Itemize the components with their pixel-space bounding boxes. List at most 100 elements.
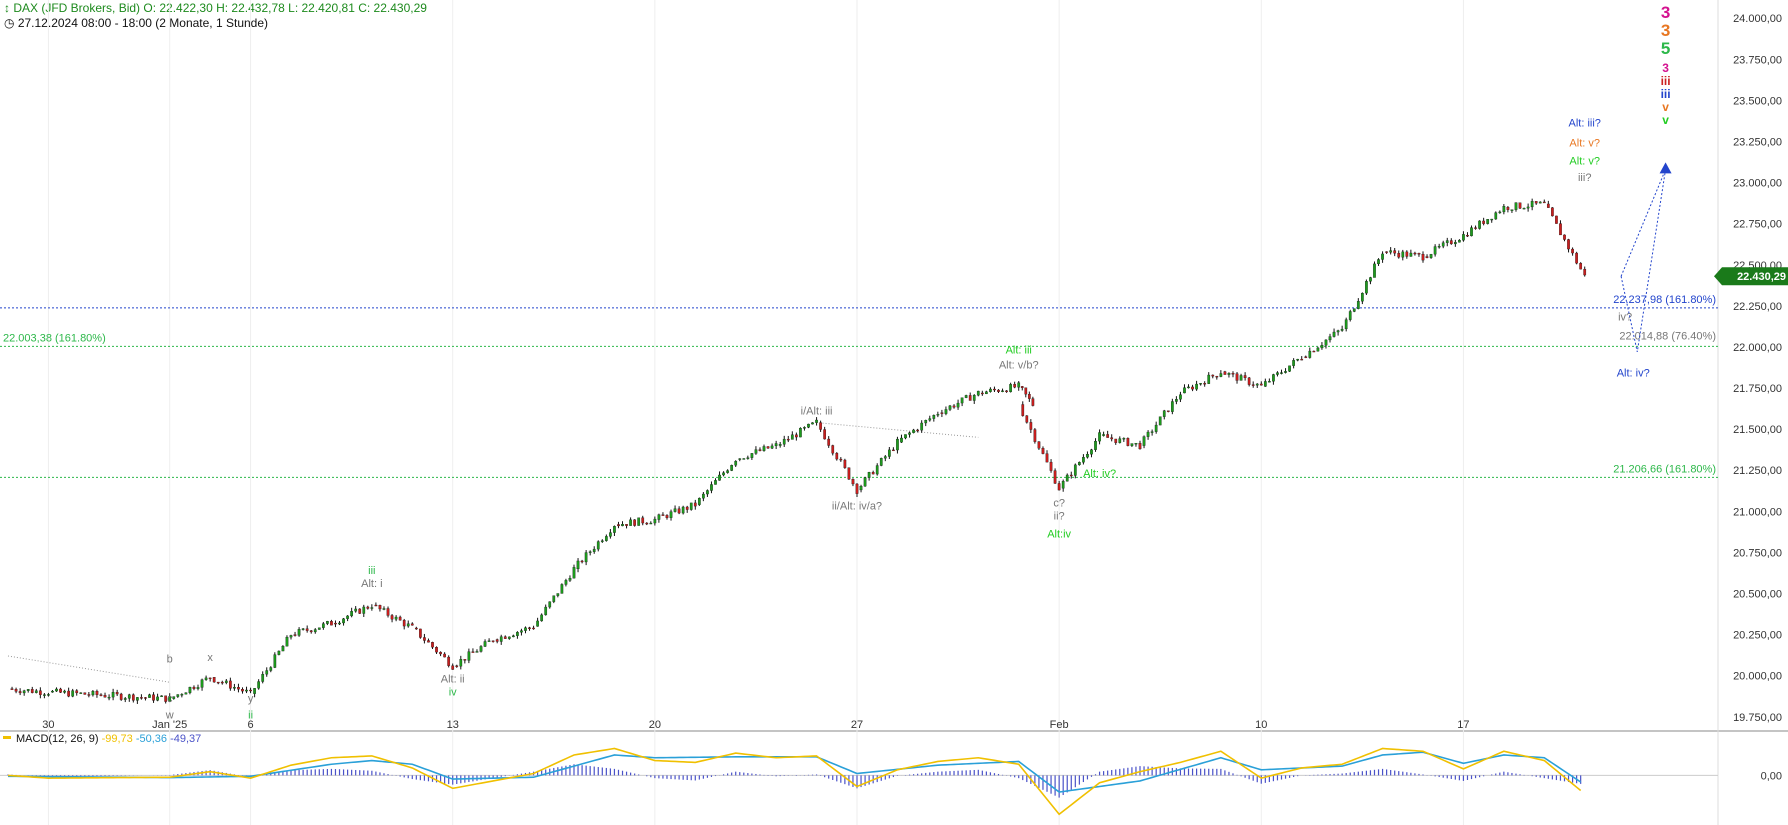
candle-body — [1445, 240, 1449, 243]
macd-histogram-bar — [1062, 775, 1064, 796]
macd-histogram-bar — [989, 772, 992, 776]
candle-body — [1102, 434, 1105, 436]
macd-histogram-bar — [379, 772, 381, 776]
wave-label: c — [167, 693, 173, 705]
fib-label: 22.014,88 (76.40%) — [1619, 331, 1716, 343]
candle-body — [786, 438, 790, 441]
candle-body — [960, 397, 964, 404]
y-tick-label: 20.250,00 — [1733, 630, 1782, 642]
candle-body — [1195, 383, 1198, 390]
candle-body — [1559, 223, 1562, 236]
candle-body — [261, 674, 265, 682]
macd-histogram-bar — [1551, 775, 1553, 780]
macd-histogram-bar — [1090, 775, 1093, 777]
candle-body — [1344, 319, 1348, 330]
candle-body — [212, 677, 216, 683]
macd-histogram-bar — [181, 773, 183, 776]
macd-histogram-bar — [1454, 775, 1456, 780]
candle-body — [564, 580, 568, 585]
candle-body — [807, 423, 810, 428]
macd-histogram-bar — [1406, 772, 1408, 776]
candle-body — [916, 429, 919, 432]
wave-label: w — [165, 709, 174, 721]
candle-body — [1348, 311, 1352, 320]
candle-body — [1227, 373, 1231, 375]
macd-histogram-bar — [1155, 767, 1157, 776]
y-tick-label: 21.000,00 — [1733, 506, 1782, 518]
candle-body — [229, 680, 232, 689]
candle-body — [847, 467, 851, 480]
macd-histogram-bar — [852, 775, 854, 787]
candle-body — [1020, 386, 1024, 388]
macd-histogram-bar — [747, 773, 749, 776]
macd-histogram-bar — [1386, 769, 1388, 776]
candle-body — [641, 517, 645, 524]
macd-histogram-bar — [290, 770, 292, 776]
macd-histogram-bar — [621, 770, 624, 776]
candle-body — [596, 541, 600, 550]
candle-body — [366, 606, 370, 609]
candle-body — [95, 691, 99, 695]
candle-body — [730, 465, 734, 471]
candle-body — [827, 438, 831, 446]
wave-label: Alt: iii? — [1569, 118, 1601, 130]
candle-body — [1082, 457, 1085, 463]
candle-body — [851, 479, 855, 485]
candle-body — [1187, 386, 1190, 389]
candle-body — [1175, 399, 1178, 402]
macd-legend: MACD(12, 26, 9) -99,73 -50,36 -49,37 — [3, 733, 201, 745]
candle-body — [710, 484, 713, 491]
y-tick-label: 22.750,00 — [1733, 219, 1782, 231]
candle-body — [1272, 374, 1275, 382]
candle-body — [467, 651, 471, 661]
macd-histogram-bar — [929, 772, 931, 776]
candle-body — [989, 388, 992, 392]
candle-body — [726, 470, 729, 473]
macd-histogram-bar — [1414, 773, 1416, 776]
macd-histogram-bar — [100, 775, 102, 777]
candle-body — [1041, 448, 1045, 454]
macd-histogram-bar — [743, 772, 745, 776]
macd-histogram-bar — [1402, 771, 1404, 776]
macd-histogram-bar — [1147, 766, 1149, 776]
macd-histogram-bar — [1474, 775, 1477, 779]
macd-histogram-bar — [367, 770, 369, 776]
macd-histogram-bar — [80, 775, 82, 777]
candle-body — [1284, 371, 1287, 373]
candle-body — [111, 692, 115, 698]
macd-histogram-bar — [908, 774, 911, 776]
macd-histogram-bar — [177, 774, 179, 776]
candle-body — [1413, 252, 1417, 255]
macd-histogram-bar — [1244, 775, 1246, 778]
projection-target-marker — [1659, 162, 1672, 174]
macd-histogram-bar — [577, 764, 579, 776]
macd-histogram-bar — [686, 775, 688, 780]
macd-pane: 0,00 MACD(12, 26, 9) -99,73 -50,36 -49,37 — [0, 733, 1782, 816]
macd-histogram-bar — [561, 766, 563, 776]
macd-histogram-bar — [722, 774, 725, 776]
macd-histogram-bar — [1345, 773, 1347, 776]
macd-histogram-bar — [1515, 773, 1517, 776]
macd-histogram-bar — [565, 765, 567, 776]
macd-histogram-bar — [435, 775, 438, 783]
candle-body — [774, 443, 778, 447]
candle-body — [144, 697, 147, 699]
candle-body — [556, 593, 560, 596]
candle-body — [402, 620, 406, 627]
candle-body — [552, 595, 556, 602]
candle-body — [1106, 434, 1110, 438]
macd-histogram-bar — [1543, 775, 1545, 779]
candle-body — [87, 694, 91, 696]
macd-histogram-bar — [840, 775, 842, 783]
macd-histogram-bar — [444, 775, 446, 784]
candle-body — [1162, 410, 1166, 417]
trendline — [816, 422, 979, 438]
macd-histogram-bar — [1559, 775, 1562, 781]
candle-body — [649, 522, 653, 525]
candle-body — [795, 434, 798, 438]
candle-body — [103, 695, 107, 698]
x-tick-label: 6 — [248, 719, 254, 731]
macd-histogram-bar — [524, 772, 527, 776]
